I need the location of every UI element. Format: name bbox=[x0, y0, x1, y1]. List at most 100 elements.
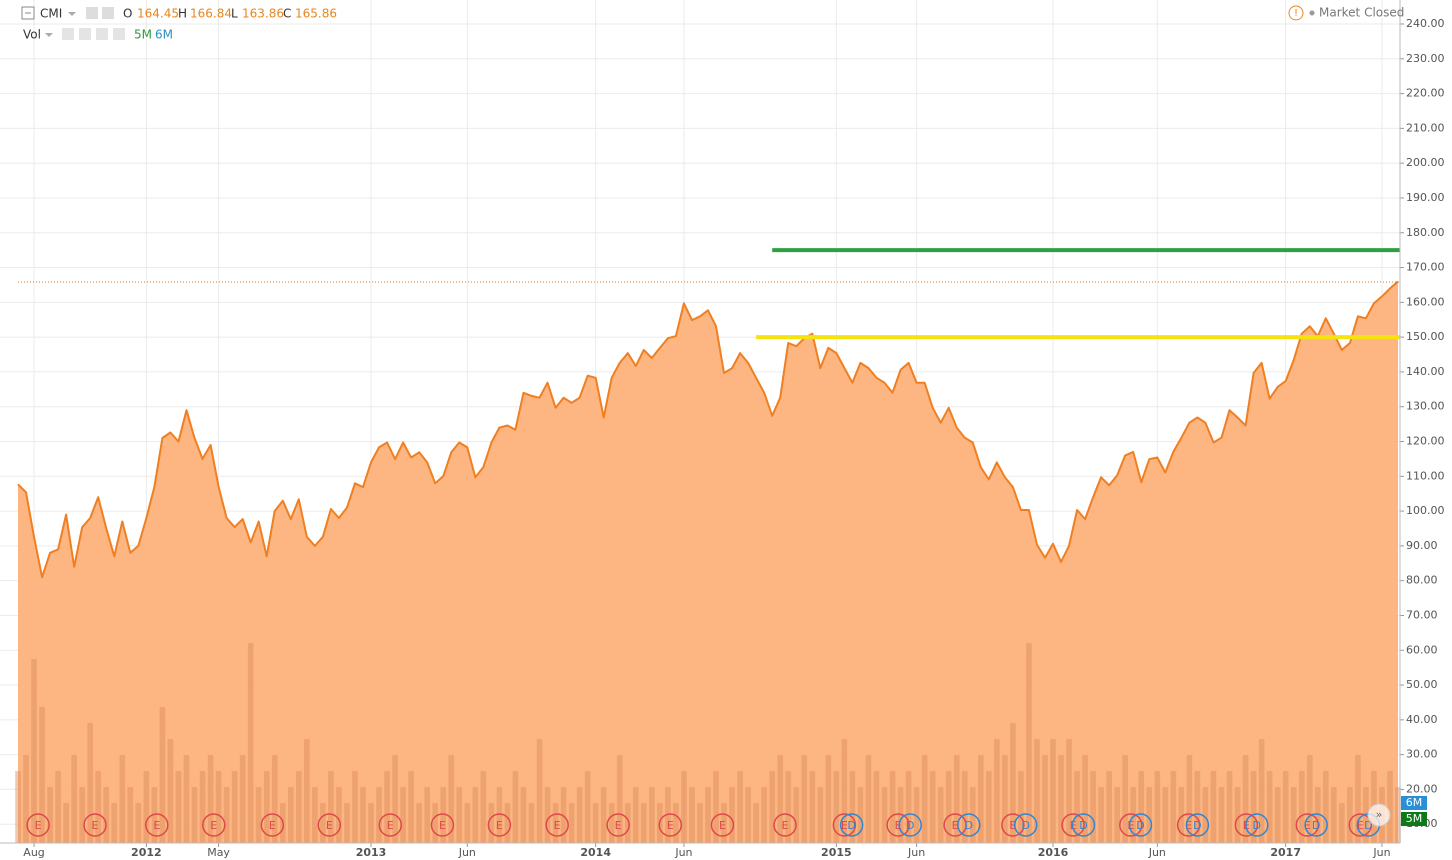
event-marker[interactable]: E bbox=[430, 813, 455, 837]
symbol[interactable]: CMI bbox=[40, 7, 62, 21]
volume-bar bbox=[392, 755, 398, 843]
plot bbox=[15, 281, 1401, 843]
volume-bar bbox=[1266, 771, 1273, 843]
volume-bar bbox=[215, 771, 222, 843]
event-marker[interactable]: E bbox=[260, 813, 285, 837]
event-marker[interactable]: E bbox=[83, 813, 107, 837]
event-marker[interactable]: E bbox=[487, 813, 512, 837]
volume-bar bbox=[159, 707, 166, 843]
volume-bar bbox=[793, 787, 800, 843]
event-circle bbox=[1128, 813, 1153, 837]
event-label: E bbox=[1185, 819, 1192, 832]
low-value: 163.86 bbox=[242, 7, 284, 21]
volume-bar bbox=[432, 803, 439, 843]
volume-bar bbox=[296, 771, 302, 843]
event-marker[interactable]: D bbox=[1071, 813, 1096, 837]
volume-bar bbox=[697, 803, 703, 843]
scroll-button[interactable] bbox=[1367, 803, 1391, 827]
event-circle bbox=[26, 813, 50, 837]
event-marker[interactable]: E bbox=[1295, 813, 1320, 837]
event-marker[interactable]: E bbox=[606, 813, 630, 837]
volume-bar bbox=[1138, 771, 1145, 843]
event-marker[interactable]: D bbox=[957, 813, 981, 837]
volume-bar bbox=[1290, 787, 1297, 843]
volume-bar bbox=[231, 771, 238, 843]
event-label: D bbox=[1136, 819, 1144, 832]
event-marker[interactable]: D bbox=[1245, 813, 1269, 837]
volume-bar bbox=[344, 803, 350, 843]
volume-bar bbox=[1114, 787, 1120, 843]
y-tick-label: 140.00 bbox=[1406, 365, 1445, 378]
event-marker[interactable]: E bbox=[145, 813, 169, 837]
volume-bar bbox=[1210, 771, 1217, 843]
event-label: E bbox=[496, 819, 503, 832]
event-marker[interactable]: E bbox=[773, 813, 797, 837]
volume-bar bbox=[584, 771, 591, 843]
event-marker[interactable]: E bbox=[943, 813, 967, 837]
y-tick-label: 40.00 bbox=[1406, 713, 1438, 726]
volume-bar bbox=[1314, 787, 1321, 843]
open-value: 164.45 bbox=[137, 7, 179, 21]
status-icon[interactable] bbox=[1288, 5, 1304, 21]
event-marker[interactable]: E bbox=[545, 813, 569, 837]
volume-bar bbox=[921, 755, 928, 843]
y-tick-label: 130.00 bbox=[1406, 400, 1445, 413]
icon-settings[interactable] bbox=[102, 7, 114, 19]
event-marker[interactable]: E bbox=[710, 813, 735, 837]
event-marker[interactable]: E bbox=[317, 813, 342, 837]
event-marker[interactable]: D bbox=[1185, 813, 1210, 837]
dropdown-icon[interactable] bbox=[45, 33, 53, 37]
event-circle bbox=[658, 813, 683, 837]
x-tick-label: Aug bbox=[23, 846, 44, 859]
event-marker[interactable]: D bbox=[1013, 813, 1038, 837]
event-marker[interactable]: E bbox=[1176, 813, 1201, 837]
event-marker[interactable]: E bbox=[658, 813, 683, 837]
event-marker[interactable]: E bbox=[1119, 813, 1143, 837]
axis-tag bbox=[1401, 812, 1427, 826]
collapse-button[interactable] bbox=[21, 6, 35, 20]
y-tick-label: 150.00 bbox=[1406, 330, 1445, 343]
event-circle bbox=[1348, 813, 1373, 837]
event-marker[interactable]: E bbox=[886, 813, 910, 837]
event-circle bbox=[1304, 813, 1328, 837]
event-marker[interactable]: E bbox=[1001, 813, 1025, 837]
dropdown-icon[interactable] bbox=[68, 12, 76, 16]
y-tick-label: 170.00 bbox=[1406, 261, 1445, 274]
icon-eye[interactable] bbox=[62, 28, 74, 40]
event-marker[interactable]: E bbox=[832, 813, 857, 837]
event-circle bbox=[1185, 813, 1210, 837]
icon-close[interactable] bbox=[113, 28, 125, 40]
volume-label[interactable]: Vol bbox=[23, 28, 41, 42]
volume-bar bbox=[1122, 755, 1129, 843]
y-tick-label: 160.00 bbox=[1406, 295, 1445, 308]
icon-settings[interactable] bbox=[79, 28, 91, 40]
event-marker[interactable]: E bbox=[202, 813, 226, 837]
volume-bar bbox=[769, 771, 775, 843]
volume-bar bbox=[103, 787, 110, 843]
volume-bar bbox=[287, 787, 294, 843]
event-circle bbox=[957, 813, 981, 837]
event-marker[interactable]: D bbox=[839, 813, 864, 837]
volume-bar bbox=[1282, 771, 1289, 843]
event-circle bbox=[1071, 813, 1096, 837]
icon-eye[interactable] bbox=[86, 7, 98, 19]
volume-bar bbox=[737, 771, 743, 843]
y-tick-label: 60.00 bbox=[1406, 643, 1438, 656]
event-label: E bbox=[895, 819, 902, 832]
event-marker[interactable]: D bbox=[1304, 813, 1328, 837]
y-tick-label: 190.00 bbox=[1406, 191, 1445, 204]
volume-bar bbox=[576, 787, 583, 843]
x-tick-label: May bbox=[207, 846, 230, 859]
volume-bar bbox=[360, 787, 366, 843]
event-marker[interactable]: D bbox=[1128, 813, 1153, 837]
x-tick-label: 2013 bbox=[356, 846, 387, 859]
volume-bar bbox=[945, 771, 952, 843]
event-marker[interactable]: E bbox=[26, 813, 50, 837]
event-circle bbox=[1013, 813, 1038, 837]
event-marker[interactable]: E bbox=[378, 813, 403, 837]
icon-add[interactable] bbox=[96, 28, 108, 40]
volume-bar bbox=[263, 771, 270, 843]
event-marker[interactable]: E bbox=[1348, 813, 1373, 837]
event-marker[interactable]: D bbox=[898, 813, 922, 837]
volume-bar bbox=[889, 771, 896, 843]
